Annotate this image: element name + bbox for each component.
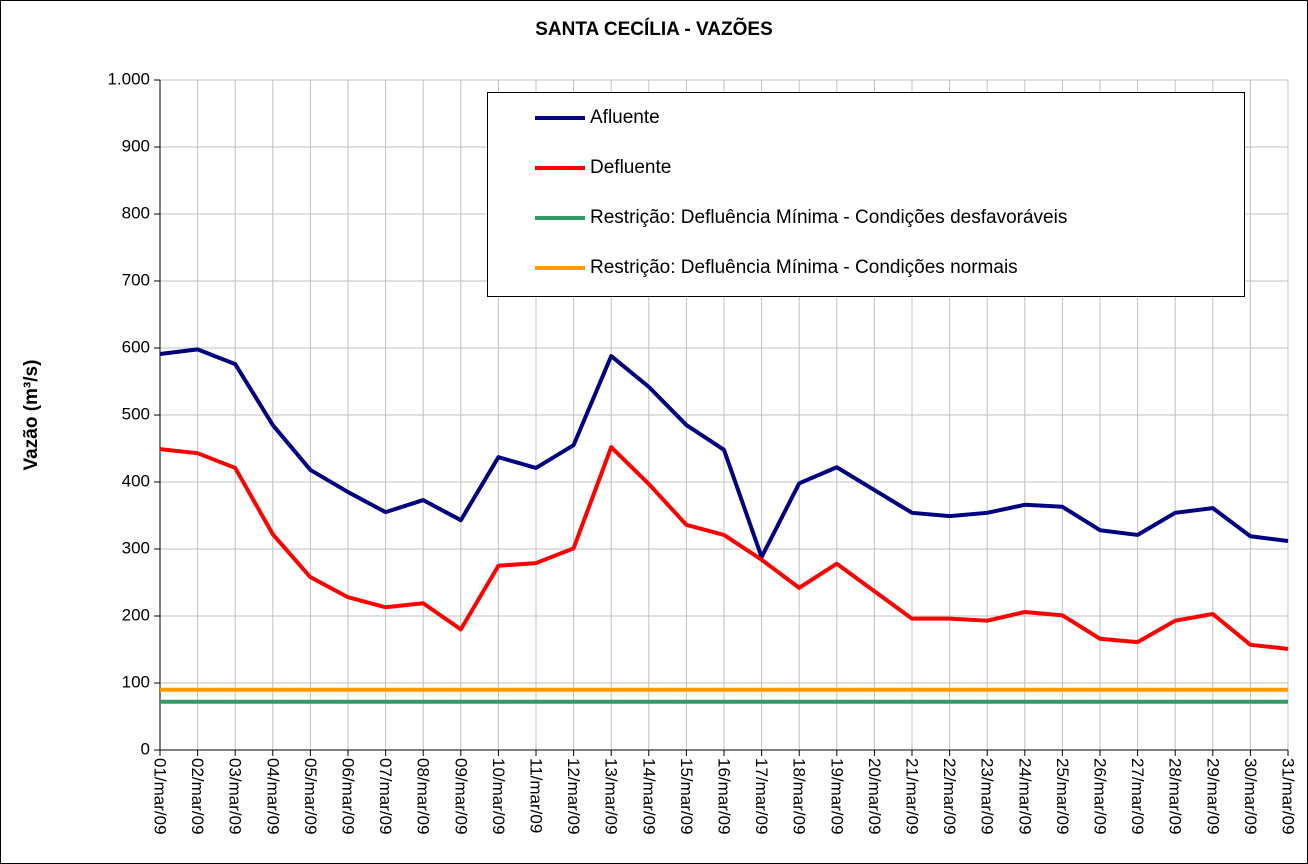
x-tick-label: 19/mar/09 xyxy=(827,758,846,835)
x-tick-label: 02/mar/09 xyxy=(188,758,207,835)
x-tick-label: 03/mar/09 xyxy=(226,758,245,835)
x-tick-label: 21/mar/09 xyxy=(903,758,922,835)
x-tick-label: 27/mar/09 xyxy=(1128,758,1147,835)
x-tick-label: 13/mar/09 xyxy=(602,758,621,835)
y-tick-label: 200 xyxy=(122,605,150,624)
x-tick-label: 24/mar/09 xyxy=(1015,758,1034,835)
y-tick-label: 300 xyxy=(122,538,150,557)
series-line xyxy=(159,347,1289,560)
y-tick-label: 600 xyxy=(122,337,150,356)
legend-label: Afluente xyxy=(590,107,660,128)
x-tick-label: 25/mar/09 xyxy=(1053,758,1072,835)
x-tick-label: 23/mar/09 xyxy=(978,758,997,835)
y-axis-label: Vazão (m³/s) xyxy=(21,360,42,471)
x-tick-label: 08/mar/09 xyxy=(414,758,433,835)
x-tick-label: 12/mar/09 xyxy=(564,758,583,835)
x-tick-label: 10/mar/09 xyxy=(489,758,508,835)
x-tick-label: 26/mar/09 xyxy=(1091,758,1110,835)
series-line xyxy=(159,445,1289,651)
x-tick-label: 06/mar/09 xyxy=(339,758,358,835)
x-tick-label: 14/mar/09 xyxy=(639,758,658,835)
y-tick-label: 0 xyxy=(141,739,150,758)
x-tick-label: 18/mar/09 xyxy=(790,758,809,835)
x-tick-label: 17/mar/09 xyxy=(752,758,771,835)
x-tick-label: 30/mar/09 xyxy=(1241,758,1260,835)
y-tick-label: 1.000 xyxy=(107,69,150,88)
x-tick-label: 31/mar/09 xyxy=(1279,758,1298,835)
x-tick-label: 11/mar/09 xyxy=(527,758,546,833)
y-tick-label: 900 xyxy=(122,136,150,155)
x-tick-label: 05/mar/09 xyxy=(301,758,320,835)
legend-label: Defluente xyxy=(590,157,671,178)
x-tick-label: 22/mar/09 xyxy=(940,758,959,835)
chart-title: SANTA CECÍLIA - VAZÕES xyxy=(535,18,773,40)
y-tick-label: 100 xyxy=(122,672,150,691)
x-tick-label: 09/mar/09 xyxy=(451,758,470,835)
y-tick-label: 800 xyxy=(122,203,150,222)
legend-label: Restrição: Defluência Mínima - Condições… xyxy=(590,257,1018,278)
legend xyxy=(487,92,1245,297)
x-tick-label: 20/mar/09 xyxy=(865,758,884,835)
x-tick-label: 16/mar/09 xyxy=(715,758,734,835)
x-tick-label: 15/mar/09 xyxy=(677,758,696,835)
x-tick-label: 04/mar/09 xyxy=(263,758,282,835)
y-tick-label: 700 xyxy=(122,270,150,289)
x-tick-label: 28/mar/09 xyxy=(1166,758,1185,835)
legend-label: Restrição: Defluência Mínima - Condições… xyxy=(590,207,1067,228)
y-tick-label: 400 xyxy=(122,471,150,490)
x-tick-label: 01/mar/09 xyxy=(151,758,170,835)
x-tick-label: 07/mar/09 xyxy=(376,758,395,835)
x-tick-label: 29/mar/09 xyxy=(1203,758,1222,835)
y-tick-label: 500 xyxy=(122,404,150,423)
